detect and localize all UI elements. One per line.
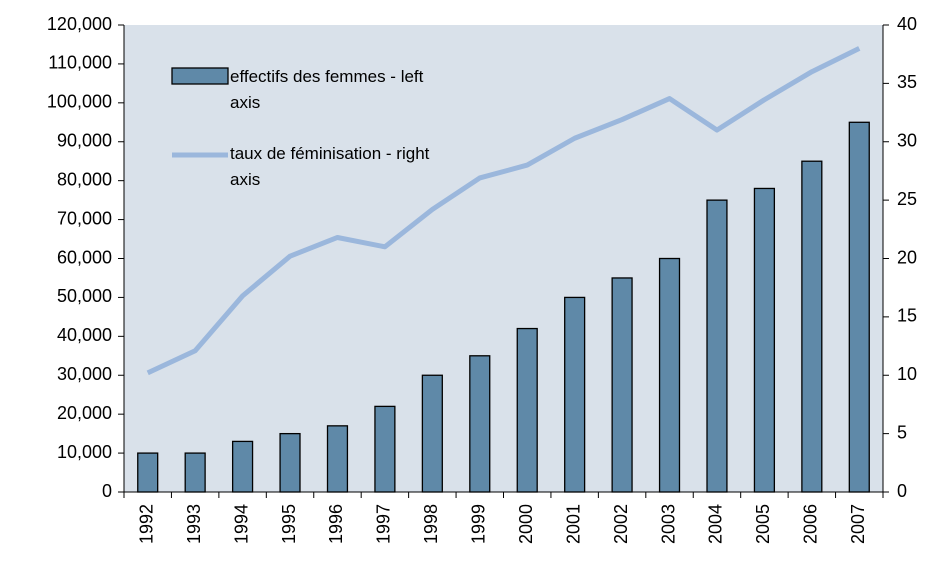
- y-tick-label: 120,000: [47, 14, 112, 34]
- y-tick-label: 0: [102, 481, 112, 501]
- legend-label: taux de féminisation - right axis: [230, 144, 430, 189]
- y-tick-label: 40,000: [57, 325, 112, 345]
- y2-tick-label: 15: [897, 306, 917, 326]
- y-tick-label: 70,000: [57, 208, 112, 228]
- y2-tick-label: 35: [897, 72, 917, 92]
- x-tick-label: 1999: [469, 504, 489, 544]
- bar: [421, 374, 443, 493]
- x-tick-label: 1998: [421, 504, 441, 544]
- line: [146, 46, 861, 376]
- bar: [848, 121, 870, 493]
- y-tick-label: 60,000: [57, 247, 112, 267]
- bar: [231, 440, 254, 493]
- bar: [469, 355, 491, 493]
- bar: [706, 199, 728, 493]
- bar: [374, 405, 396, 493]
- bar: [326, 425, 349, 493]
- x-tick-label: 2002: [611, 504, 631, 544]
- y-tick-label: 80,000: [57, 169, 112, 189]
- y2-tick-label: 40: [897, 14, 917, 34]
- y-tick-label: 50,000: [57, 286, 112, 306]
- y-tick-label: 30,000: [57, 364, 112, 384]
- y2-tick-label: 10: [897, 364, 917, 384]
- x-tick-label: 1995: [279, 504, 299, 544]
- y2-tick-label: 25: [897, 189, 917, 209]
- bar: [137, 452, 159, 493]
- x-tick-label: 2001: [563, 504, 583, 544]
- y-tick-label: 90,000: [57, 131, 112, 151]
- x-tick-label: 2004: [706, 504, 726, 544]
- bar: [753, 187, 776, 493]
- y2-tick-label: 0: [897, 481, 907, 501]
- y-tick-label: 20,000: [57, 403, 112, 423]
- bar: [658, 257, 681, 493]
- x-tick-label: 2005: [753, 504, 773, 544]
- y-tick-label: 100,000: [47, 92, 112, 112]
- bar: [611, 277, 633, 493]
- bar: [564, 296, 586, 493]
- x-tick-label: 1997: [374, 504, 394, 544]
- x-tick-label: 2003: [658, 504, 678, 544]
- y2-tick-label: 20: [897, 247, 917, 267]
- bar: [184, 452, 206, 493]
- bar: [516, 327, 538, 493]
- y-tick-label: 110,000: [48, 53, 112, 73]
- bar: [279, 432, 301, 493]
- x-tick-label: 1996: [326, 504, 346, 544]
- y2-tick-label: 30: [897, 131, 917, 151]
- x-tick-label: 1994: [231, 504, 251, 544]
- x-tick-label: 1992: [136, 504, 156, 544]
- legend-swatch: [171, 67, 229, 85]
- legend-label: effectifs des femmes - left axis: [230, 67, 424, 112]
- x-tick-label: 2006: [801, 504, 821, 544]
- bar: [801, 160, 823, 493]
- x-tick-label: 1993: [184, 504, 204, 544]
- y2-tick-label: 5: [897, 422, 907, 442]
- x-tick-label: 2007: [848, 504, 868, 544]
- x-tick-label: 2000: [516, 504, 536, 544]
- y-tick-label: 10,000: [57, 442, 112, 462]
